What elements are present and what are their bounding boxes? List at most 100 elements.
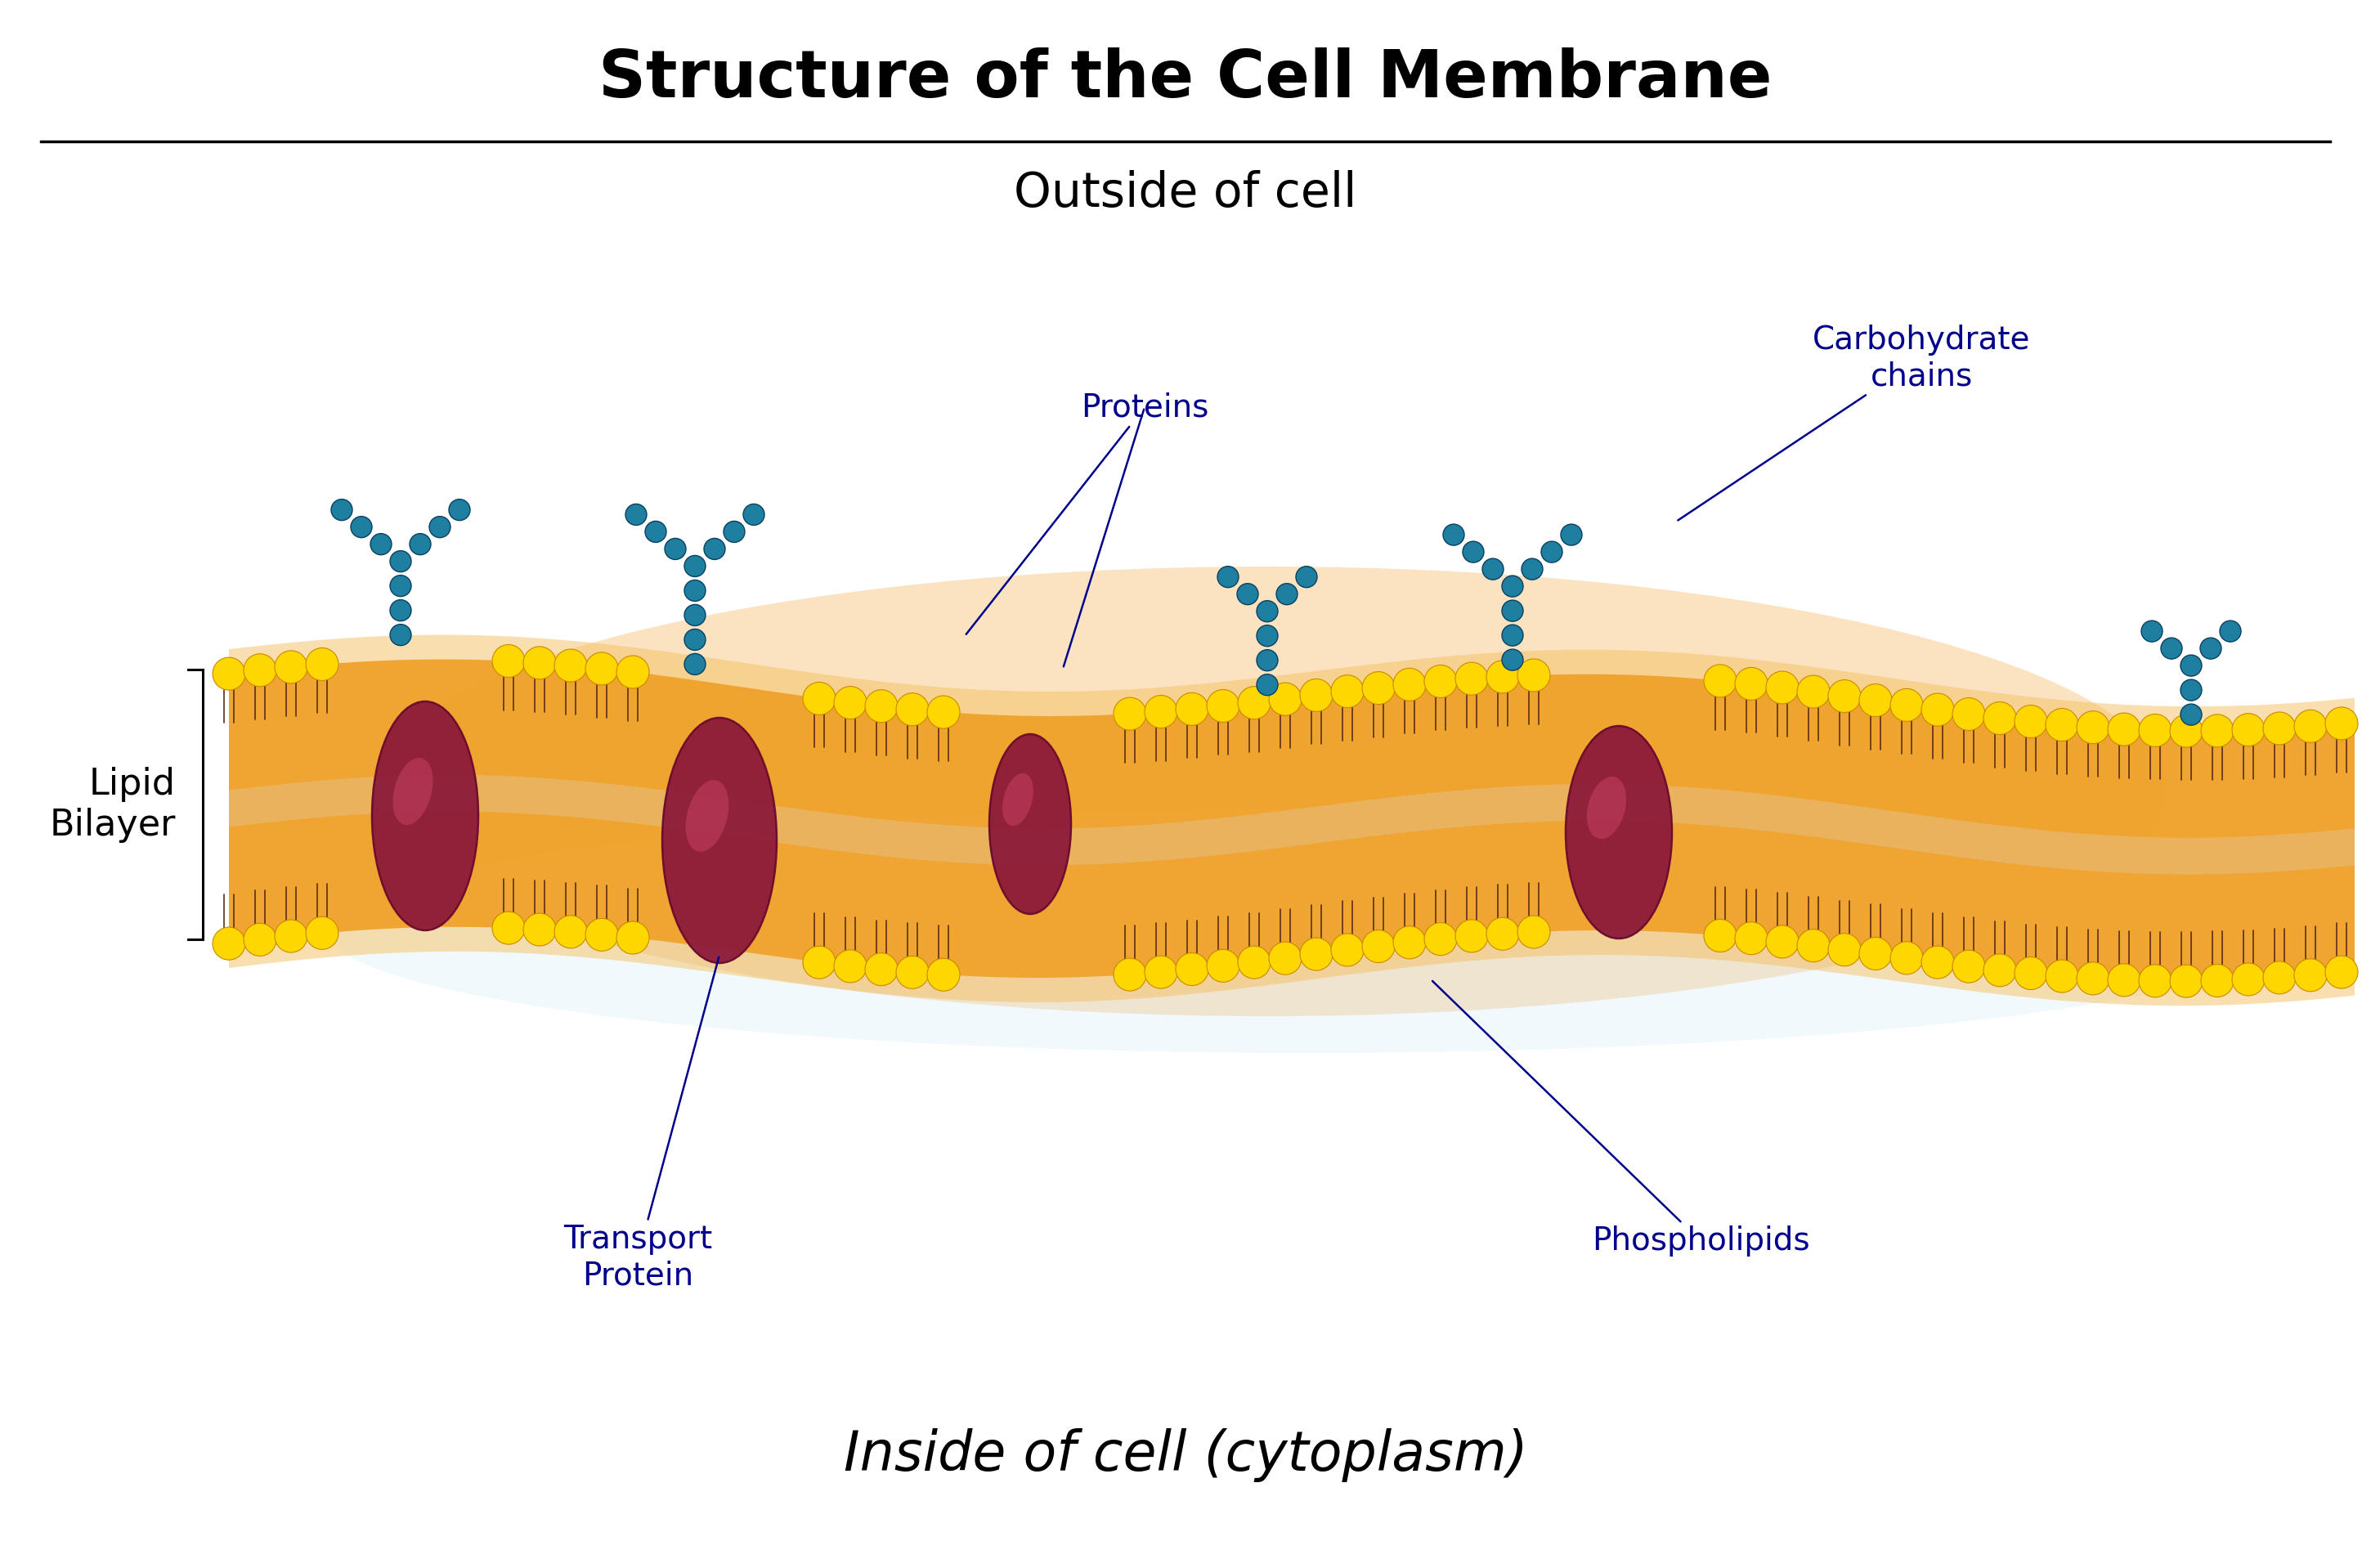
Circle shape [1736,668,1769,699]
Circle shape [1145,695,1178,728]
Circle shape [1517,916,1551,949]
Circle shape [1176,953,1209,986]
Circle shape [1951,950,1985,983]
Circle shape [616,655,650,688]
Text: Outside of cell: Outside of cell [1015,169,1356,216]
Circle shape [2219,621,2241,641]
Circle shape [410,533,432,555]
Circle shape [2015,956,2046,989]
Circle shape [1705,919,1736,952]
Circle shape [1257,674,1278,696]
Ellipse shape [662,718,778,963]
Circle shape [1361,930,1394,963]
Circle shape [2262,712,2295,745]
Circle shape [1456,920,1489,952]
Circle shape [664,538,685,560]
Ellipse shape [1565,726,1672,939]
Circle shape [1394,668,1425,701]
Circle shape [804,946,835,978]
Circle shape [685,580,707,601]
Circle shape [2046,709,2079,742]
Text: Structure of the Cell Membrane: Structure of the Cell Membrane [600,47,1771,111]
Circle shape [332,499,353,521]
Circle shape [1517,659,1551,691]
Circle shape [389,624,410,646]
Text: Transport
Protein: Transport Protein [564,956,718,1290]
Circle shape [1207,690,1240,723]
Circle shape [1207,949,1240,982]
Circle shape [723,521,744,543]
Circle shape [2200,638,2222,659]
Circle shape [2326,707,2357,740]
Circle shape [2200,964,2233,997]
Circle shape [389,550,410,572]
Circle shape [2231,713,2264,746]
Circle shape [1238,583,1259,605]
Circle shape [493,644,524,677]
Circle shape [1482,558,1503,580]
Circle shape [1501,624,1522,646]
Circle shape [1890,942,1923,974]
Circle shape [1797,930,1830,961]
Circle shape [1766,671,1800,704]
Circle shape [586,919,619,952]
Circle shape [2139,713,2172,746]
Ellipse shape [685,779,728,851]
Circle shape [1394,927,1425,958]
Circle shape [1828,933,1861,966]
Circle shape [2108,964,2141,996]
Circle shape [1257,601,1278,622]
Circle shape [1501,601,1522,621]
Circle shape [1951,698,1985,731]
Circle shape [1299,938,1333,971]
Polygon shape [230,660,2354,982]
Circle shape [2181,655,2203,676]
Circle shape [704,538,726,560]
Circle shape [429,516,450,538]
Circle shape [927,958,960,991]
Circle shape [1114,698,1145,731]
Ellipse shape [368,566,2167,1016]
Circle shape [555,649,588,682]
Circle shape [1299,679,1333,712]
Circle shape [1921,693,1954,726]
Circle shape [2181,704,2203,726]
Circle shape [1238,946,1271,978]
Ellipse shape [1003,773,1034,826]
Circle shape [1425,922,1456,955]
Circle shape [896,693,929,726]
Circle shape [2326,956,2357,988]
Circle shape [2141,621,2162,641]
Circle shape [2231,963,2264,996]
Circle shape [2077,963,2110,994]
Circle shape [524,913,555,946]
Polygon shape [230,635,2354,1005]
Circle shape [2200,715,2233,746]
Circle shape [927,696,960,729]
Circle shape [244,654,277,687]
Circle shape [2181,679,2203,701]
Circle shape [275,920,308,952]
Circle shape [1705,665,1736,698]
Circle shape [493,911,524,944]
Circle shape [370,533,391,555]
Circle shape [586,652,619,685]
Ellipse shape [327,808,2290,1054]
Circle shape [685,629,707,651]
Circle shape [1216,566,1238,588]
Circle shape [1501,649,1522,671]
Circle shape [2139,964,2172,997]
Circle shape [1766,925,1800,958]
Circle shape [1361,671,1394,704]
Circle shape [1985,702,2015,734]
Circle shape [1114,958,1145,991]
Circle shape [1145,956,1178,988]
Circle shape [1425,665,1456,698]
Circle shape [2160,638,2181,659]
Circle shape [306,917,339,949]
Circle shape [896,956,929,989]
Circle shape [1176,693,1209,726]
Circle shape [1985,953,2015,986]
Ellipse shape [394,757,434,825]
Circle shape [306,648,339,681]
